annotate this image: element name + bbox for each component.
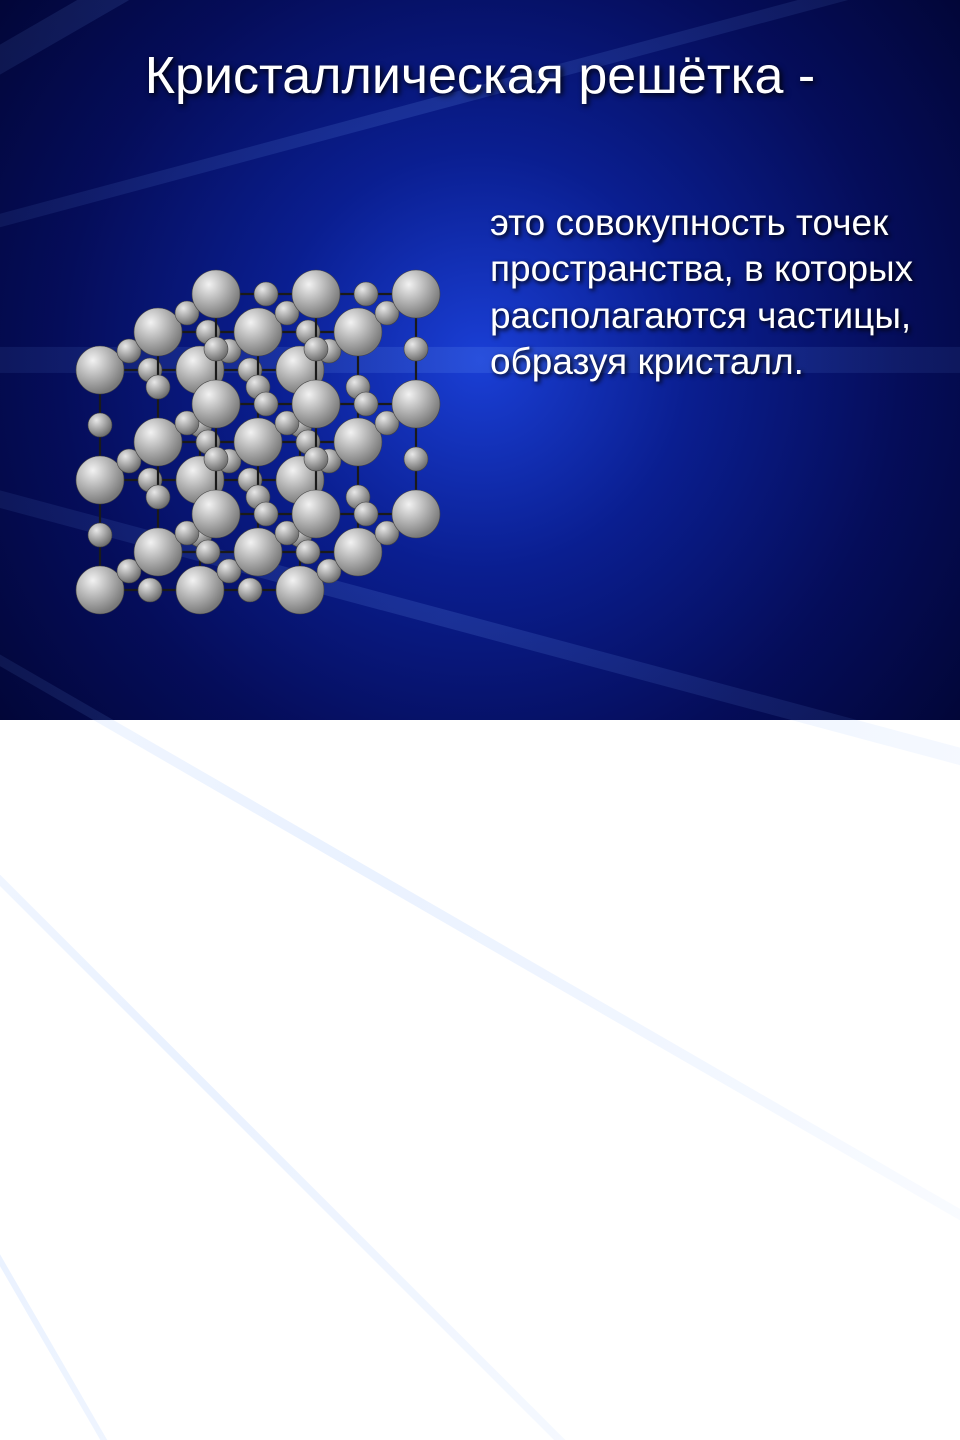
corner-atom <box>292 490 340 538</box>
face-atom <box>88 413 112 437</box>
face-atom <box>354 282 378 306</box>
corner-atom <box>334 418 382 466</box>
corner-atom <box>134 418 182 466</box>
face-atom <box>238 578 262 602</box>
corner-atom <box>76 566 124 614</box>
corner-atom <box>192 380 240 428</box>
face-atom <box>88 523 112 547</box>
corner-atom <box>292 270 340 318</box>
face-atom <box>138 578 162 602</box>
corner-atom <box>334 308 382 356</box>
face-atom <box>354 392 378 416</box>
corner-atom <box>234 308 282 356</box>
slide-title: Кристаллическая решётка - <box>0 46 960 106</box>
face-atom <box>304 337 328 361</box>
face-atom <box>304 447 328 471</box>
corner-atom <box>392 490 440 538</box>
face-atom <box>296 540 320 564</box>
corner-atom <box>192 490 240 538</box>
slide-body-text: это совокупность точек пространства, в к… <box>490 200 930 385</box>
corner-atom <box>392 270 440 318</box>
crystal-lattice-diagram <box>40 170 480 670</box>
face-atom <box>204 447 228 471</box>
corner-atom <box>334 528 382 576</box>
corner-atom <box>392 380 440 428</box>
face-atom <box>254 392 278 416</box>
face-atom <box>404 337 428 361</box>
corner-atom <box>234 528 282 576</box>
corner-atom <box>176 566 224 614</box>
corner-atom <box>134 308 182 356</box>
face-atom <box>146 485 170 509</box>
face-atom <box>254 502 278 526</box>
corner-atom <box>76 346 124 394</box>
face-atom <box>404 447 428 471</box>
corner-atom <box>234 418 282 466</box>
corner-atom <box>292 380 340 428</box>
corner-atom <box>192 270 240 318</box>
corner-atom <box>76 456 124 504</box>
face-atom <box>354 502 378 526</box>
face-atom <box>196 540 220 564</box>
corner-atom <box>276 566 324 614</box>
face-atom <box>146 375 170 399</box>
face-atom <box>254 282 278 306</box>
face-atom <box>204 337 228 361</box>
corner-atom <box>134 528 182 576</box>
